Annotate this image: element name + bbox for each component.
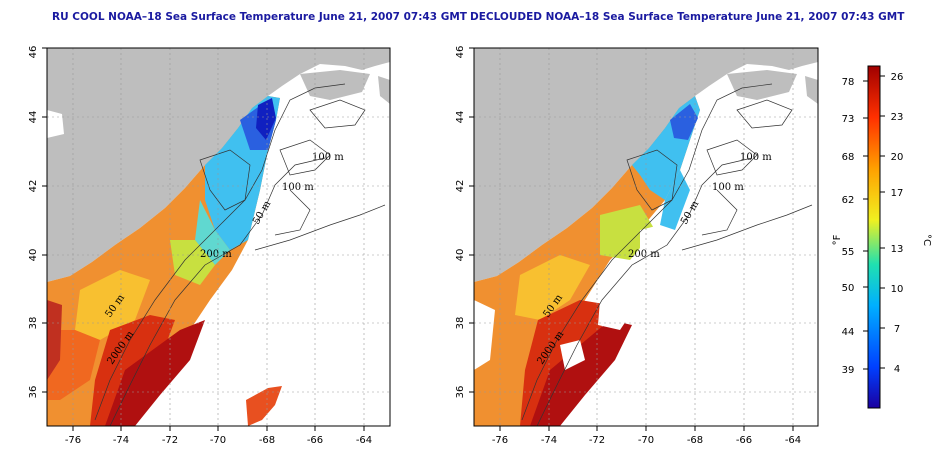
- colorbar: 78 73 68 62 55 50 44 39 26 23 20 17 13 1…: [832, 65, 932, 409]
- colorbar-f-tick: 39: [842, 365, 855, 376]
- right-land: [474, 48, 818, 282]
- colorbar-f-tick: 44: [842, 327, 855, 338]
- colorbar-f-tick: 62: [842, 195, 855, 206]
- colorbar-c-tick: 10: [891, 284, 904, 295]
- contour-label-200m: 200 m: [200, 249, 232, 260]
- left-lon-tick: -74: [113, 435, 129, 446]
- contour-label-100m-b: 100 m: [712, 182, 744, 193]
- left-map: 100 m 100 m 200 m 50 m 50 m 2000 m: [28, 46, 391, 446]
- right-lat-tick: 46: [455, 46, 466, 59]
- colorbar-fahrenheit-label: °F: [832, 234, 843, 245]
- contour-label-100m-a: 100 m: [312, 152, 344, 163]
- colorbar-c-tick: 13: [891, 244, 904, 255]
- colorbar-c-tick: 26: [891, 72, 904, 83]
- right-lon-ticks: -76 -74 -72 -70 -68 -66 -64: [492, 426, 801, 446]
- colorbar-c-tick: 17: [891, 188, 904, 199]
- colorbar-f-tick: 78: [842, 77, 855, 88]
- right-map-title: DECLOUDED NOAA–18 Sea Surface Temperatur…: [470, 11, 905, 23]
- right-lon-tick: -72: [589, 435, 605, 446]
- colorbar-gradient: [867, 65, 881, 409]
- left-lat-tick: 36: [28, 386, 39, 399]
- right-lon-tick: -70: [638, 435, 654, 446]
- right-lat-tick: 36: [455, 386, 466, 399]
- colorbar-f-tick: 50: [842, 283, 855, 294]
- right-lat-tick: 40: [455, 249, 466, 262]
- right-map: 100 m 100 m 200 m 50 m 50 m 2000 m: [455, 46, 819, 446]
- right-grid: [474, 48, 818, 426]
- left-lon-tick: -76: [65, 435, 81, 446]
- colorbar-c-tick: 23: [891, 112, 904, 123]
- left-lon-tick: -64: [356, 435, 372, 446]
- right-lat-tick: 44: [455, 111, 466, 124]
- left-lon-tick: -70: [210, 435, 226, 446]
- right-lat-tick: 42: [455, 180, 466, 193]
- left-map-title: RU COOL NOAA–18 Sea Surface Temperature …: [52, 11, 467, 23]
- left-grid: [47, 48, 390, 426]
- right-lon-tick: -68: [687, 435, 703, 446]
- contour-label-100m-a: 100 m: [740, 152, 772, 163]
- right-lat-tick: 38: [455, 317, 466, 330]
- left-lat-tick: 40: [28, 249, 39, 262]
- left-lon-ticks: -76 -74 -72 -70 -68 -66 -64: [65, 426, 372, 446]
- left-lat-tick: 42: [28, 180, 39, 193]
- colorbar-f-tick: 73: [842, 114, 855, 125]
- left-lat-tick: 46: [28, 46, 39, 59]
- right-lon-tick: -66: [736, 435, 752, 446]
- left-lon-tick: -72: [162, 435, 178, 446]
- colorbar-c-tick: 4: [894, 364, 900, 375]
- contour-label-200m: 200 m: [628, 249, 660, 260]
- colorbar-f-tick: 68: [842, 152, 855, 163]
- left-lon-tick: -68: [259, 435, 275, 446]
- colorbar-c-tick: 7: [894, 324, 900, 335]
- colorbar-celsius-label: °C: [921, 234, 932, 246]
- left-lat-tick: 44: [28, 111, 39, 124]
- right-lon-tick: -64: [785, 435, 801, 446]
- left-lat-ticks: 36 38 40 42 44 46: [28, 46, 47, 399]
- right-lon-tick: -74: [541, 435, 557, 446]
- left-land: [47, 48, 390, 282]
- colorbar-c-tick: 20: [891, 152, 904, 163]
- left-lat-tick: 38: [28, 317, 39, 330]
- contour-label-100m-b: 100 m: [282, 182, 314, 193]
- right-lat-ticks: 36 38 40 42 44 46: [455, 46, 474, 399]
- right-lon-tick: -76: [492, 435, 508, 446]
- left-lon-tick: -66: [307, 435, 323, 446]
- colorbar-f-tick: 55: [842, 247, 855, 258]
